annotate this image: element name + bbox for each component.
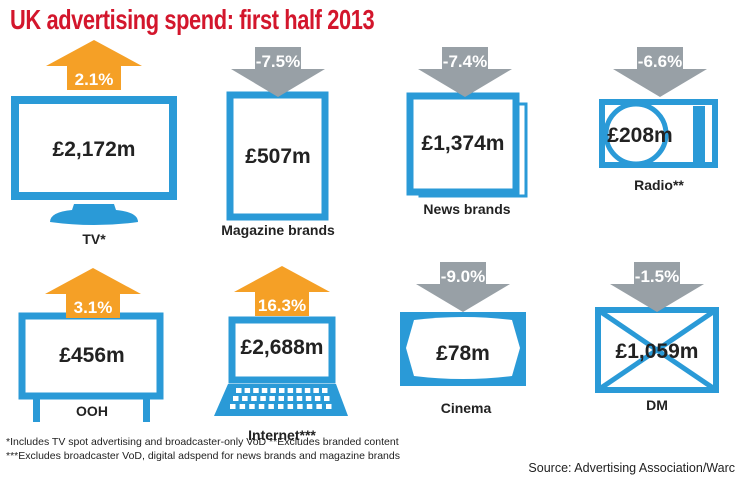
spend-label-laptop: £2,688m: [241, 336, 324, 359]
laptop-key: [287, 388, 294, 393]
category-label-cinema: Cinema: [441, 400, 492, 416]
source-note: Source: Advertising Association/Warc: [528, 461, 735, 475]
increase-arrow-shape: [46, 40, 142, 90]
tv-screen: [11, 96, 177, 200]
spend-label-billboard: £456m: [59, 344, 124, 367]
change-label: 16.3%: [258, 296, 306, 315]
decrease-arrow-shape: [416, 262, 510, 312]
spend-label-magazine: £507m: [245, 145, 310, 168]
laptop-key: [236, 388, 242, 393]
laptop-key: [261, 388, 268, 393]
laptop-key: [296, 396, 303, 401]
cinema-screen-icon: £78m Cinema: [400, 312, 526, 416]
spend-label-radio: £208m: [607, 124, 672, 147]
spend-label-tv: £2,172m: [53, 138, 136, 161]
tv-stand: [50, 204, 138, 225]
chart-title: UK advertising spend: first half 2013: [10, 4, 375, 35]
change-label: -7.4%: [443, 52, 487, 71]
radio-icon: £208m Radio**: [599, 99, 718, 193]
laptop-key: [287, 396, 294, 401]
spend-label-newspaper: £1,374m: [422, 132, 505, 155]
laptop-key: [253, 388, 259, 393]
change-label: -1.5%: [635, 267, 679, 286]
laptop-key: [314, 396, 321, 401]
laptop-key: [324, 396, 330, 401]
decrease-arrow-shape: [613, 47, 707, 97]
decrease-arrow-shape: [610, 262, 704, 312]
envelope-fold-2: [596, 307, 718, 393]
category-label-newspaper: News brands: [423, 201, 510, 217]
laptop-key: [296, 388, 302, 393]
cinema-screen: [406, 317, 520, 379]
change-arrow-newspaper: -7.4%: [418, 47, 512, 97]
laptop-key: [268, 404, 274, 409]
newspaper-icon: £1,374m News brands: [406, 92, 528, 217]
billboard-leg-left: [33, 396, 40, 422]
change-arrow-magazine: -7.5%: [231, 47, 325, 97]
change-label: -9.0%: [441, 267, 485, 286]
magazine-cover: [226, 91, 329, 221]
laptop-key: [279, 388, 285, 393]
decrease-arrow-shape: [418, 47, 512, 97]
laptop-key: [249, 404, 255, 409]
laptop-icon: £2,688m Internet***: [214, 316, 348, 443]
laptop-key: [233, 396, 239, 401]
laptop-key: [258, 404, 265, 409]
category-label-tv: TV*: [82, 231, 106, 247]
radio-speaker: [603, 101, 669, 167]
spend-label-cinema: £78m: [436, 342, 490, 365]
laptop-key: [242, 396, 248, 401]
category-label-envelope: DM: [646, 397, 668, 413]
laptop-screen: [228, 316, 336, 384]
change-arrow-cinema: -9.0%: [416, 262, 510, 312]
billboard-leg-right: [143, 396, 150, 422]
billboard-panel: [18, 312, 164, 400]
change-label: 3.1%: [74, 298, 113, 317]
laptop-key: [260, 396, 266, 401]
laptop-key: [316, 404, 322, 409]
laptop-key: [269, 396, 275, 401]
change-label: 2.1%: [75, 70, 114, 89]
footnote-line-2: ***Excludes broadcaster VoD, digital ads…: [6, 450, 400, 462]
tv-icon: £2,172m TV*: [11, 96, 177, 247]
laptop-key: [278, 404, 284, 409]
laptop-key: [297, 404, 303, 409]
laptop-key: [244, 388, 251, 393]
radio-dial: [693, 106, 705, 162]
laptop-key: [270, 388, 276, 393]
change-arrow-envelope: -1.5%: [610, 262, 704, 312]
laptop-key: [239, 404, 246, 409]
change-arrow-tv: 2.1%: [46, 40, 142, 90]
laptop-key: [306, 404, 313, 409]
increase-arrow-shape: [234, 266, 330, 316]
change-label: -6.6%: [638, 52, 682, 71]
laptop-key: [304, 388, 311, 393]
change-label: -7.5%: [256, 52, 300, 71]
category-label-billboard: OOH: [76, 403, 108, 419]
category-label-radio: Radio**: [634, 177, 684, 193]
laptop-key: [278, 396, 284, 401]
laptop-key: [251, 396, 257, 401]
change-arrow-radio: -6.6%: [613, 47, 707, 97]
newspaper-front-page: [406, 92, 520, 196]
laptop-key: [287, 404, 294, 409]
spend-label-envelope: £1,059m: [616, 340, 699, 363]
envelope-icon: £1,059m DM: [595, 307, 719, 413]
laptop-key: [230, 404, 236, 409]
magazine-icon: £507m Magazine brands: [221, 91, 335, 238]
laptop-key: [313, 388, 319, 393]
laptop-key: [322, 388, 328, 393]
change-arrow-laptop: 16.3%: [234, 266, 330, 316]
increase-arrow-shape: [45, 268, 141, 318]
footnote-line-1: *Includes TV spot advertising and broadc…: [6, 436, 399, 448]
billboard-icon: £456m OOH: [18, 312, 164, 422]
laptop-key: [326, 404, 332, 409]
change-arrow-billboard: 3.1%: [45, 268, 141, 318]
decrease-arrow-shape: [231, 47, 325, 97]
category-label-magazine: Magazine brands: [221, 222, 335, 238]
laptop-key: [305, 396, 312, 401]
category-label-laptop: Internet***: [248, 427, 316, 443]
